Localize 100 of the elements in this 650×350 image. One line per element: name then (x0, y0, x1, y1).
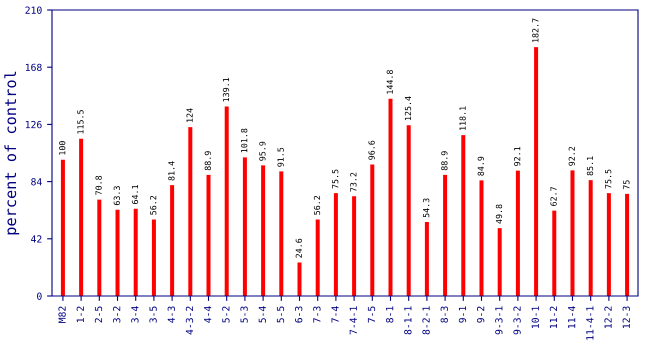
x-tick-label: 11-2 (550, 306, 557, 328)
data-label: 56.2 (314, 196, 320, 215)
data-label: 88.9 (204, 151, 211, 170)
data-label: 75.5 (605, 170, 612, 188)
bar (516, 170, 520, 296)
data-label: 24.6 (296, 238, 302, 258)
data-label: 81.4 (168, 161, 175, 180)
data-label: 70.8 (95, 176, 102, 195)
bar (170, 185, 174, 296)
data-label: 49.8 (496, 204, 502, 224)
y-tick-label: 84 (31, 178, 42, 186)
bar (188, 127, 192, 296)
bar (406, 125, 411, 296)
x-tick-label: 11-4 (568, 306, 576, 328)
data-label: 91.5 (277, 148, 284, 167)
y-tick-label: 42 (31, 235, 42, 243)
bar (625, 194, 630, 296)
bar (552, 210, 556, 296)
data-label: 75.5 (332, 170, 338, 188)
data-label: 54.3 (423, 198, 430, 218)
bar (479, 180, 484, 296)
x-tick-label: 10-1 (532, 306, 539, 328)
y-tick-label: 168 (26, 64, 42, 72)
data-label: 56.2 (150, 196, 156, 215)
bar (570, 170, 574, 296)
x-tick-label: 4-3 (168, 306, 175, 323)
x-tick-label: 5-2 (222, 306, 230, 323)
bar (443, 174, 448, 296)
x-tick-label: 2-5 (94, 306, 102, 323)
x-tick-label: 4-3-2 (186, 306, 194, 335)
bar (224, 106, 229, 296)
y-axis-title: percent of control (4, 72, 20, 234)
data-label: 124 (186, 108, 193, 122)
x-tick-label: 7-5 (368, 306, 376, 323)
data-label: 100 (59, 141, 66, 155)
x-tick-label: 8-2-1 (422, 306, 430, 334)
data-label: 118.1 (459, 106, 466, 130)
data-label: 85.1 (586, 156, 594, 176)
bar (534, 47, 538, 296)
x-tick-label: 4-4 (204, 306, 212, 323)
x-tick-label: 1-2 (76, 306, 84, 322)
y-tick-label: 0 (37, 292, 42, 300)
data-label: 96.6 (368, 140, 375, 160)
data-label: 73.2 (350, 172, 357, 192)
bar (134, 208, 138, 296)
bar (588, 180, 593, 296)
x-tick-label: 8-3 (440, 306, 448, 323)
bar (370, 164, 374, 296)
data-label: 88.9 (441, 151, 448, 170)
x-tick-label: 3-4 (131, 306, 139, 323)
x-tick-label: 5-3 (240, 306, 248, 323)
x-tick-label: 12-2 (604, 306, 612, 328)
x-tick-label: 8-1-1 (404, 306, 412, 334)
data-label: 63.3 (114, 186, 120, 206)
x-tick-label: 3-2 (113, 306, 120, 323)
bar (352, 196, 356, 296)
data-label: 62.7 (550, 187, 557, 206)
data-label: 115.5 (77, 110, 84, 134)
x-tick-label: 9-2 (476, 306, 484, 323)
bar (79, 138, 84, 296)
bar (606, 193, 611, 296)
x-tick-label: 8-1 (386, 306, 394, 323)
bar (461, 135, 466, 296)
data-label: 101.8 (241, 128, 248, 152)
x-tick-label: 9-3-2 (513, 306, 521, 334)
data-label: 92.2 (568, 146, 575, 166)
y-tick-label: 126 (26, 120, 42, 128)
data-label: 84.9 (478, 156, 484, 176)
bar (97, 200, 102, 296)
bar (116, 210, 120, 296)
bar (316, 219, 320, 296)
data-label: 64.1 (132, 185, 138, 204)
x-tick-label: 5-5 (276, 306, 284, 323)
x-tick-label: 12-3 (622, 306, 630, 328)
bar (279, 171, 284, 296)
data-label: 125.4 (404, 96, 412, 120)
x-tick-label: 7-4 (332, 306, 339, 323)
y-tick-label: 210 (25, 6, 42, 14)
data-label: 139.1 (222, 78, 230, 102)
data-label: 182.7 (532, 18, 539, 42)
data-label: 92.1 (514, 146, 520, 166)
x-tick-label: 6-3 (294, 306, 302, 323)
bar (334, 193, 338, 296)
bar (298, 262, 302, 296)
bar (424, 222, 429, 296)
data-label: 75 (623, 180, 630, 190)
x-tick-label: 7-3 (313, 306, 321, 323)
bar (242, 157, 247, 296)
x-tick-label: 7-4-1 (350, 306, 357, 334)
x-tick-label: 9-1 (458, 306, 466, 323)
x-tick-label: 9-3-1 (495, 306, 503, 334)
bar (60, 160, 65, 296)
bar (261, 165, 266, 296)
x-tick-label: 5-4 (258, 306, 266, 323)
bar (388, 98, 392, 296)
bar (498, 228, 502, 296)
bar (152, 219, 156, 296)
x-tick-label: 3-5 (149, 306, 157, 323)
bar (206, 174, 211, 296)
data-label: 144.8 (386, 70, 393, 94)
